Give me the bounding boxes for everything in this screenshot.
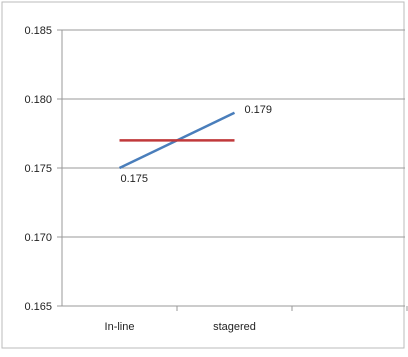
chart-border <box>1 1 405 349</box>
x-tick-label: stagered <box>213 321 256 333</box>
data-labels: 0.175 0.179 <box>121 104 273 185</box>
x-axis-ticks: In-line stagered <box>105 306 408 333</box>
series <box>118 111 236 170</box>
y-axis-ticks: 0.185 0.180 0.175 0.170 0.165 <box>24 25 62 313</box>
x-tick-label: In-line <box>105 321 135 333</box>
data-label: 0.175 <box>121 173 149 185</box>
y-tick-label: 0.185 <box>24 25 52 37</box>
y-tick-label: 0.170 <box>24 232 52 244</box>
data-label: 0.179 <box>245 104 273 116</box>
y-tick-label: 0.175 <box>24 163 52 175</box>
y-tick-label: 0.165 <box>24 301 52 313</box>
gridlines <box>62 29 405 238</box>
y-tick-label: 0.180 <box>24 94 52 106</box>
